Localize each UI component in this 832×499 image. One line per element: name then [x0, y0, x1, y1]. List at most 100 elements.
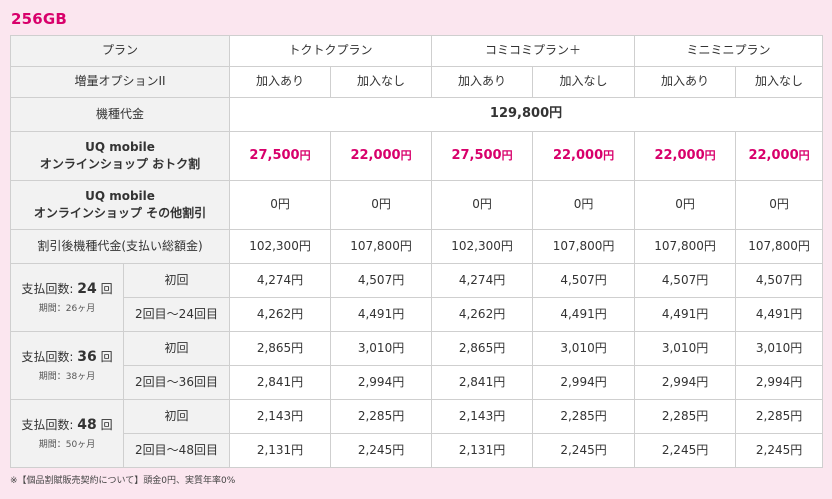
payment-cell: 3,010円 — [330, 331, 433, 366]
after-discount-label: 割引後機種代金(支払い総額金) — [9, 229, 231, 264]
payment-cell: 2,245円 — [532, 433, 636, 468]
installment-36-first-row: 支払回数: 36 回 期間：38ヶ月 初回 2,865円 3,010円 2,86… — [10, 331, 824, 400]
payment-cell: 4,491円 — [735, 297, 824, 332]
installment-period: 期間：26ヶ月 — [38, 303, 96, 314]
otoku-label-line2: オンラインショップ おトク割 — [39, 157, 201, 171]
plan-label: プラン — [9, 35, 231, 67]
otoku-discount-cell: 22,000円 — [634, 131, 737, 181]
payment-cell: 4,507円 — [735, 263, 824, 298]
otoku-discount-cell: 27,500円 — [229, 131, 332, 181]
payment-cell: 4,507円 — [330, 263, 433, 298]
discount-amount: 22,000 — [350, 147, 401, 163]
payment-cell: 2,285円 — [330, 399, 433, 434]
other-discount-cell: 0円 — [532, 180, 636, 230]
discount-amount: 27,500 — [249, 147, 300, 163]
after-discount-cell: 107,800円 — [634, 229, 737, 264]
rest-payment-label: 2回目〜24回目 — [122, 297, 231, 332]
payment-cell: 2,865円 — [431, 331, 534, 366]
other-discount-cell: 0円 — [229, 180, 332, 230]
otoku-discount-label: UQ mobile オンラインショップ おトク割 — [9, 131, 231, 181]
installment-title-prefix: 支払回数: — [21, 350, 74, 365]
otoku-discount-cell: 22,000円 — [735, 131, 824, 181]
otoku-label-line1: UQ mobile — [85, 139, 155, 154]
other-discount-cell: 0円 — [634, 180, 737, 230]
payment-cell: 2,994円 — [634, 365, 737, 400]
other-discount-cell: 0円 — [735, 180, 824, 230]
otoku-discount-row: UQ mobile オンラインショップ おトク割 27,500円 22,000円… — [9, 131, 824, 181]
other-discount-cell: 0円 — [330, 180, 433, 230]
installment-24-first-row: 支払回数: 24 回 期間：26ヶ月 初回 4,274円 4,507円 4,27… — [10, 263, 824, 332]
after-discount-row: 割引後機種代金(支払い総額金) 102,300円 107,800円 102,30… — [9, 229, 824, 264]
installment-count: 48 — [77, 417, 97, 434]
otoku-discount-cell: 27,500円 — [431, 131, 534, 181]
other-label-line1: UQ mobile — [85, 188, 155, 203]
price-table: プラン トクトクプラン コミコミプラン＋ ミニミニプラン 増量オプションII 加… — [9, 35, 824, 468]
yen-unit: 円 — [798, 148, 810, 162]
payment-cell: 2,841円 — [431, 365, 534, 400]
option-label: 増量オプションII — [9, 66, 231, 98]
payment-cell: 2,285円 — [532, 399, 636, 434]
payment-cell: 2,841円 — [229, 365, 332, 400]
installment-48-first-row: 支払回数: 48 回 期間：50ヶ月 初回 2,143円 2,285円 2,14… — [10, 399, 824, 468]
rest-payment-label: 2回目〜48回目 — [122, 433, 231, 468]
plan-tokutoku: トクトクプラン — [229, 35, 433, 67]
option-cell: 加入あり — [431, 66, 534, 98]
footnote: ※【個品割賦販売契約について】頭金0円、実質年率0% — [10, 476, 236, 486]
rest-payment-label: 2回目〜36回目 — [122, 365, 231, 400]
payment-cell: 4,274円 — [229, 263, 332, 298]
yen-unit: 円 — [501, 148, 513, 162]
payment-cell: 2,865円 — [229, 331, 332, 366]
first-payment-label: 初回 — [122, 399, 231, 434]
payment-cell: 4,507円 — [634, 263, 737, 298]
option-cell: 加入なし — [330, 66, 433, 98]
installment-title-prefix: 支払回数: — [21, 418, 74, 433]
after-discount-cell: 107,800円 — [330, 229, 433, 264]
payment-cell: 4,262円 — [229, 297, 332, 332]
installment-36-rest-row: 2回目〜36回目 2,841円 2,994円 2,841円 2,994円 2,9… — [11, 365, 824, 400]
option-cell: 加入なし — [735, 66, 824, 98]
installment-title-suffix: 回 — [100, 350, 113, 365]
discount-amount: 22,000 — [654, 147, 705, 163]
otoku-discount-cell: 22,000円 — [532, 131, 636, 181]
option-cell: 加入なし — [532, 66, 636, 98]
capacity-heading: 256GB — [11, 10, 68, 28]
payment-cell: 2,131円 — [229, 433, 332, 468]
payment-cell: 3,010円 — [532, 331, 636, 366]
other-label-line2: オンラインショップ その他割引 — [33, 206, 207, 220]
installment-48-rest-row: 2回目〜48回目 2,131円 2,245円 2,131円 2,245円 2,2… — [11, 433, 824, 468]
payment-cell: 2,285円 — [634, 399, 737, 434]
other-discount-row: UQ mobile オンラインショップ その他割引 0円 0円 0円 0円 0円… — [9, 180, 824, 230]
plan-row: プラン トクトクプラン コミコミプラン＋ ミニミニプラン — [9, 35, 824, 67]
payment-cell: 4,274円 — [431, 263, 534, 298]
discount-amount: 22,000 — [748, 147, 799, 163]
installment-24-rest-row: 2回目〜24回目 4,262円 4,491円 4,262円 4,491円 4,4… — [11, 297, 824, 332]
payment-cell: 3,010円 — [735, 331, 824, 366]
payment-cell: 2,131円 — [431, 433, 534, 468]
plan-minimini: ミニミニプラン — [634, 35, 824, 67]
discount-amount: 22,000 — [552, 147, 604, 163]
option-cell: 加入あり — [634, 66, 737, 98]
option-row: 増量オプションII 加入あり 加入なし 加入あり 加入なし 加入あり 加入なし — [9, 66, 824, 98]
payment-cell: 2,143円 — [431, 399, 534, 434]
yen-unit: 円 — [603, 148, 615, 162]
payment-cell: 4,491円 — [330, 297, 433, 332]
yen-unit: 円 — [704, 148, 716, 162]
installment-period: 期間：50ヶ月 — [38, 439, 96, 450]
payment-cell: 2,245円 — [735, 433, 824, 468]
first-payment-label: 初回 — [122, 331, 231, 366]
after-discount-cell: 107,800円 — [735, 229, 824, 264]
payment-cell: 2,994円 — [532, 365, 636, 400]
plan-komikomi: コミコミプラン＋ — [431, 35, 636, 67]
payment-cell: 4,507円 — [532, 263, 636, 298]
discount-amount: 27,500 — [451, 147, 502, 163]
after-discount-cell: 102,300円 — [229, 229, 332, 264]
payment-cell: 2,245円 — [634, 433, 737, 468]
option-cell: 加入あり — [229, 66, 332, 98]
payment-cell: 4,262円 — [431, 297, 534, 332]
first-payment-label: 初回 — [122, 263, 231, 298]
installment-period: 期間：38ヶ月 — [38, 371, 96, 382]
installment-count: 36 — [77, 349, 97, 366]
after-discount-cell: 102,300円 — [431, 229, 534, 264]
other-discount-label: UQ mobile オンラインショップ その他割引 — [9, 180, 231, 230]
payment-cell: 4,491円 — [532, 297, 636, 332]
